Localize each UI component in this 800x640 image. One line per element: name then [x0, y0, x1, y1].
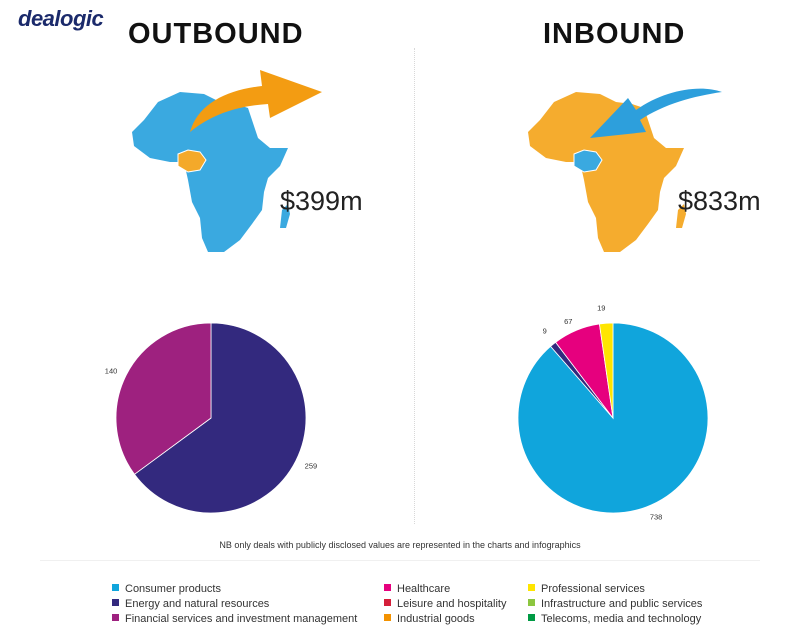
africa-continent-shape	[528, 92, 684, 252]
pie-slice-label: 738	[650, 512, 663, 521]
legend-label: Consumer products	[125, 583, 221, 595]
legend-label: Leisure and hospitality	[397, 598, 507, 610]
inbound-pie-chart: 738 9 67 19	[517, 303, 709, 521]
legend-label: Energy and natural resources	[125, 598, 270, 610]
sector-legend: Consumer products Energy and natural reso…	[112, 582, 752, 632]
legend-swatch	[112, 584, 119, 591]
inbound-africa-map	[528, 92, 686, 252]
legend-swatch	[384, 614, 391, 621]
outbound-pie-chart: 259 140	[105, 322, 318, 514]
inbound-amount: $833m	[678, 186, 761, 216]
inbound-arrow	[590, 88, 722, 138]
legend-label: Telecoms, media and technology	[541, 613, 702, 625]
legend-item: Infrastructure and public services	[528, 597, 702, 611]
legend-item: Leisure and hospitality	[384, 597, 506, 611]
legend-swatch	[112, 614, 119, 621]
panel-divider	[414, 48, 415, 524]
footer-rule	[40, 560, 760, 561]
legend-label: Professional services	[541, 583, 645, 595]
inbound-heading: INBOUND	[543, 18, 686, 50]
pie-slice-label: 19	[597, 303, 605, 312]
legend-swatch	[528, 599, 535, 606]
legend-item: Energy and natural resources	[112, 597, 269, 611]
legend-swatch	[384, 584, 391, 591]
pie-slice-19	[598, 322, 614, 419]
pie-slice-label: 140	[105, 367, 118, 376]
pie-slice-label: 67	[564, 317, 572, 326]
legend-item: Professional services	[528, 582, 645, 596]
dealogic-logo: dealogic	[18, 6, 104, 31]
legend-swatch	[112, 599, 119, 606]
pie-slice-140	[115, 322, 212, 475]
pie-slice-label: 259	[305, 461, 318, 470]
legend-swatch	[528, 584, 535, 591]
footnote: NB only deals with publicly disclosed va…	[219, 540, 581, 550]
legend-label: Infrastructure and public services	[541, 598, 703, 610]
outbound-heading: OUTBOUND	[128, 18, 304, 50]
outbound-curved-arrow-icon	[190, 70, 322, 132]
legend-label: Financial services and investment manage…	[125, 613, 358, 625]
legend-label: Industrial goods	[397, 613, 475, 625]
outbound-amount: $399m	[280, 186, 363, 216]
legend-swatch	[528, 614, 535, 621]
legend-item: Telecoms, media and technology	[528, 612, 701, 626]
legend-item: Financial services and investment manage…	[112, 612, 357, 626]
inbound-curved-arrow-icon	[590, 88, 722, 138]
pie-slice-label: 9	[543, 327, 547, 336]
legend-label: Healthcare	[397, 583, 451, 595]
legend-item: Consumer products	[112, 582, 221, 596]
outbound-arrow	[190, 70, 322, 132]
pie-slice-259	[133, 322, 307, 514]
legend-swatch	[384, 599, 391, 606]
legend-item: Healthcare	[384, 582, 450, 596]
legend-item: Industrial goods	[384, 612, 475, 626]
